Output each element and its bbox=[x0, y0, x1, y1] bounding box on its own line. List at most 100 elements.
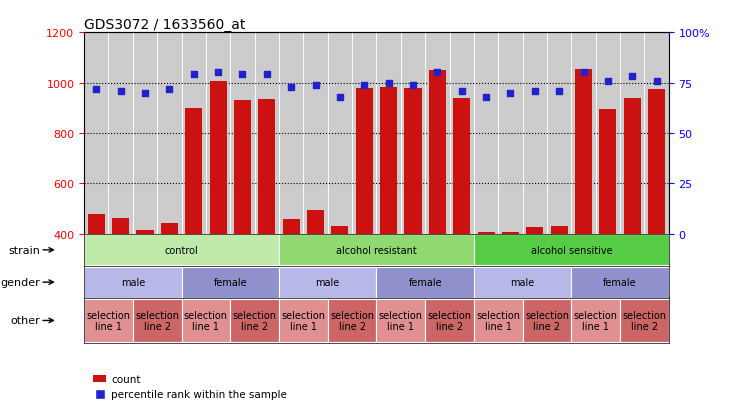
Text: selection
line 1: selection line 1 bbox=[281, 310, 325, 331]
Bar bbox=[279, 267, 376, 298]
Bar bbox=[474, 235, 669, 266]
Text: male: male bbox=[510, 278, 535, 287]
Text: selection
line 1: selection line 1 bbox=[574, 310, 618, 331]
Point bbox=[261, 72, 273, 78]
Text: selection
line 1: selection line 1 bbox=[477, 310, 520, 331]
Text: female: female bbox=[409, 278, 442, 287]
Bar bbox=[499, 33, 523, 234]
Bar bbox=[137, 230, 154, 335]
Bar bbox=[572, 33, 596, 234]
Bar bbox=[331, 227, 349, 335]
Text: male: male bbox=[316, 278, 340, 287]
Point bbox=[480, 94, 492, 101]
Bar bbox=[474, 33, 499, 234]
Text: control: control bbox=[164, 245, 198, 255]
Bar bbox=[523, 33, 547, 234]
Text: selection
line 2: selection line 2 bbox=[623, 310, 667, 331]
Bar bbox=[157, 33, 181, 234]
Point bbox=[577, 70, 589, 76]
Bar bbox=[185, 109, 202, 335]
Text: other: other bbox=[10, 316, 40, 326]
Point bbox=[164, 86, 175, 93]
Text: selection
line 1: selection line 1 bbox=[379, 310, 423, 331]
Bar bbox=[477, 233, 495, 335]
Bar bbox=[258, 100, 276, 335]
Text: selection
line 2: selection line 2 bbox=[525, 310, 569, 331]
Bar bbox=[572, 267, 669, 298]
Bar bbox=[254, 33, 279, 234]
Bar bbox=[327, 299, 376, 342]
Bar bbox=[376, 267, 474, 298]
Point bbox=[651, 78, 662, 85]
Bar bbox=[283, 219, 300, 335]
Point bbox=[602, 78, 614, 85]
Text: gender: gender bbox=[1, 278, 40, 287]
Bar bbox=[84, 235, 279, 266]
Point bbox=[188, 72, 200, 78]
Bar bbox=[84, 267, 181, 298]
Bar bbox=[279, 235, 474, 266]
Text: female: female bbox=[603, 278, 637, 287]
Point bbox=[310, 82, 322, 89]
Bar bbox=[181, 267, 279, 298]
Point bbox=[285, 84, 297, 90]
Bar bbox=[88, 214, 105, 335]
Point bbox=[504, 90, 516, 97]
Bar bbox=[572, 299, 620, 342]
Bar bbox=[404, 89, 422, 335]
Text: female: female bbox=[213, 278, 247, 287]
Text: selection
line 1: selection line 1 bbox=[86, 310, 130, 331]
Bar bbox=[450, 33, 474, 234]
Bar bbox=[645, 33, 669, 234]
Text: strain: strain bbox=[8, 245, 40, 255]
Bar bbox=[112, 218, 129, 335]
Bar bbox=[648, 90, 665, 335]
Point bbox=[358, 82, 370, 89]
Text: selection
line 2: selection line 2 bbox=[428, 310, 471, 331]
Point bbox=[456, 88, 468, 95]
Bar bbox=[376, 299, 425, 342]
Bar bbox=[474, 267, 572, 298]
Bar bbox=[206, 33, 230, 234]
Bar bbox=[234, 100, 251, 335]
Text: alcohol resistant: alcohol resistant bbox=[336, 245, 417, 255]
Bar bbox=[133, 299, 181, 342]
Bar bbox=[376, 33, 401, 234]
Point bbox=[553, 88, 565, 95]
Point bbox=[383, 80, 395, 87]
Bar bbox=[474, 299, 523, 342]
Point bbox=[115, 88, 126, 95]
Point bbox=[139, 90, 151, 97]
Bar bbox=[620, 299, 669, 342]
Bar bbox=[181, 299, 230, 342]
Bar bbox=[425, 33, 450, 234]
Bar bbox=[547, 33, 572, 234]
Bar bbox=[526, 228, 543, 335]
Bar bbox=[596, 33, 620, 234]
Text: selection
line 1: selection line 1 bbox=[184, 310, 228, 331]
Point bbox=[334, 94, 346, 101]
Point bbox=[91, 86, 102, 93]
Bar bbox=[352, 33, 376, 234]
Bar bbox=[550, 227, 568, 335]
Text: selection
line 2: selection line 2 bbox=[232, 310, 276, 331]
Bar bbox=[84, 33, 108, 234]
Bar bbox=[181, 33, 206, 234]
Bar bbox=[453, 98, 470, 335]
Bar bbox=[599, 110, 616, 335]
Point bbox=[212, 70, 224, 76]
Bar bbox=[575, 69, 592, 335]
Bar bbox=[161, 223, 178, 335]
Bar bbox=[624, 98, 641, 335]
Bar bbox=[502, 233, 519, 335]
Text: alcohol sensitive: alcohol sensitive bbox=[531, 245, 612, 255]
Bar bbox=[620, 33, 645, 234]
Text: selection
line 2: selection line 2 bbox=[330, 310, 374, 331]
Bar bbox=[230, 33, 254, 234]
Legend: count, percentile rank within the sample: count, percentile rank within the sample bbox=[89, 370, 291, 404]
Bar bbox=[523, 299, 572, 342]
Text: selection
line 2: selection line 2 bbox=[135, 310, 179, 331]
Bar bbox=[401, 33, 425, 234]
Text: male: male bbox=[121, 278, 145, 287]
Bar bbox=[84, 299, 133, 342]
